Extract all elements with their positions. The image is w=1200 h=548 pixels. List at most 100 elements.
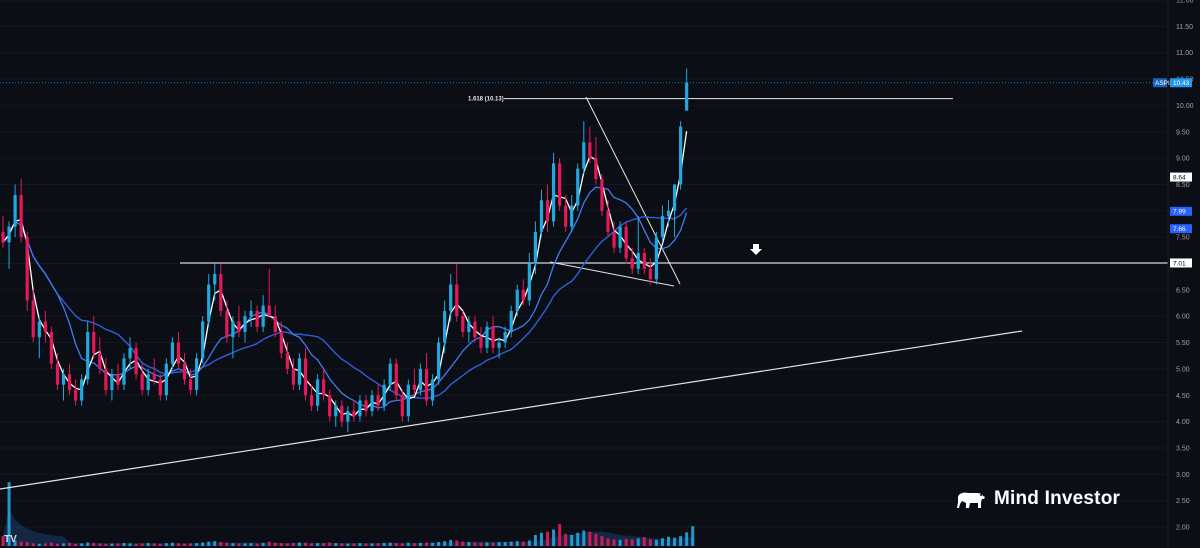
candle-body <box>55 363 60 385</box>
candle-body <box>521 289 525 301</box>
candle-body <box>188 379 193 390</box>
volume-bar <box>110 543 114 546</box>
volume-bar <box>328 542 332 546</box>
candle-body <box>642 252 646 269</box>
volume-bar <box>497 542 501 546</box>
candle-body <box>328 395 332 417</box>
volume-bar <box>630 539 634 546</box>
candle-body <box>473 321 477 338</box>
candle-body <box>128 347 132 359</box>
volume-bar <box>273 542 277 546</box>
price-tag <box>1170 258 1192 268</box>
tradingview-logo[interactable]: TV <box>4 534 17 545</box>
candle-body <box>660 216 665 238</box>
candle-body <box>630 258 634 269</box>
candle-body <box>122 358 126 385</box>
candle-body <box>461 316 465 333</box>
candle-body <box>13 194 17 227</box>
volume-bar <box>98 543 102 546</box>
candle-body <box>334 405 338 417</box>
volume-bar <box>261 542 265 546</box>
volume-bar <box>49 542 53 546</box>
volume-bar <box>213 541 217 546</box>
candle-body <box>19 194 23 238</box>
volume-bar <box>237 543 241 546</box>
volume-bar <box>225 542 229 546</box>
candle-body <box>491 326 495 348</box>
volume-bar <box>576 532 580 546</box>
volume-bar <box>128 543 132 546</box>
volume-bar <box>461 541 465 546</box>
volume-bar <box>146 542 150 546</box>
volume-bar <box>104 543 108 546</box>
candle-body <box>400 395 404 417</box>
volume-bar <box>382 542 386 546</box>
volume-bar <box>25 542 29 546</box>
candle-body <box>443 310 447 343</box>
volume-bar <box>455 540 459 546</box>
candle-body <box>672 184 677 211</box>
candle-body <box>412 384 416 390</box>
volume-bar <box>291 542 295 546</box>
support-trendline <box>0 330 1023 490</box>
candle-body <box>376 395 380 406</box>
volume-bar <box>509 541 513 546</box>
brand-name: Mind Investor <box>994 488 1121 509</box>
candle-body <box>31 300 35 338</box>
volume-bar <box>340 543 344 546</box>
volume-bar <box>624 538 628 546</box>
volume-bar <box>92 542 96 546</box>
volume-bar <box>122 542 126 546</box>
candle-body <box>394 363 398 396</box>
candle-body <box>303 358 308 396</box>
candle-body <box>588 142 592 159</box>
volume-bar <box>660 538 664 546</box>
y-tick-label: 3.50 <box>1176 445 1190 452</box>
candle-body <box>570 205 574 227</box>
candle-body <box>624 226 628 259</box>
candle-body <box>666 210 671 217</box>
volume-bar <box>406 542 410 546</box>
candle-body <box>437 342 441 380</box>
volume-bar <box>473 542 477 546</box>
candle-body <box>485 326 489 348</box>
candle-body <box>25 237 29 301</box>
candle-body <box>273 316 277 333</box>
candle-body <box>382 384 386 406</box>
y-tick-label: 11.00 <box>1176 50 1193 57</box>
candle-body <box>358 400 362 417</box>
price-tags: ASPI 10.43 8.64 7.99 7.66 7.01 <box>1153 78 1192 268</box>
drawn-trendlines[interactable] <box>0 82 1168 490</box>
volume-bar <box>310 543 314 546</box>
ma-slow-line <box>2 207 688 400</box>
volume-bar <box>527 540 531 546</box>
candle-body <box>255 310 259 327</box>
candle-body <box>679 126 683 185</box>
candle-body <box>158 379 162 396</box>
volume-bar <box>201 542 205 546</box>
volume-bar <box>673 537 677 546</box>
candle-body <box>267 305 271 317</box>
y-tick-label: 6.00 <box>1176 314 1190 321</box>
volume-bar <box>491 542 495 546</box>
candle-body <box>86 332 90 380</box>
candle-body <box>424 368 429 401</box>
volume-bar <box>485 542 489 546</box>
volume-bar <box>31 543 35 546</box>
candle-body <box>558 163 562 206</box>
volume-bar <box>334 543 338 546</box>
candle-body <box>600 179 604 211</box>
candle-body <box>104 368 108 390</box>
volume-bar <box>479 542 483 546</box>
volume-bar <box>443 541 447 546</box>
down-arrow-icon <box>750 244 762 255</box>
candle-body <box>1 231 5 243</box>
candle-body <box>146 374 150 390</box>
volume-bar <box>648 539 652 546</box>
candle-body <box>364 400 368 412</box>
volume-bar <box>533 535 537 546</box>
candle-body <box>152 374 156 380</box>
volume-bar <box>358 543 362 546</box>
volume-bar <box>7 482 11 546</box>
